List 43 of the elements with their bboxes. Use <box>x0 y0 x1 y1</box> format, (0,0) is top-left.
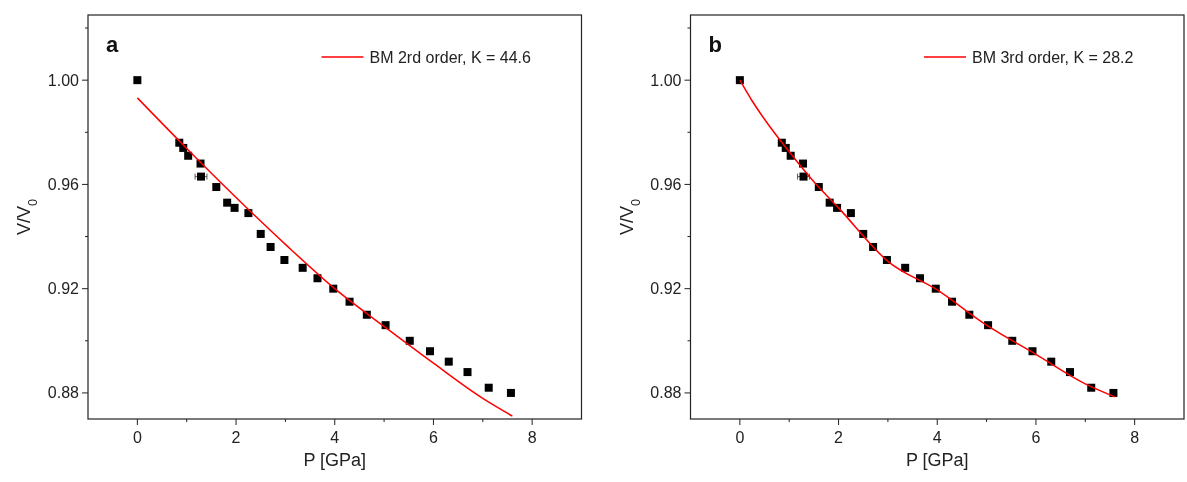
legend-label: BM 3rd order, K = 28.2 <box>972 49 1134 66</box>
point <box>223 198 232 207</box>
point <box>298 263 307 272</box>
x-tick-label: 0 <box>735 429 745 446</box>
x-axis-title: P [GPa] <box>905 450 969 470</box>
point <box>212 183 221 192</box>
legend-label: BM 2rd order, K = 44.6 <box>369 49 532 66</box>
point <box>280 256 289 265</box>
x-tick-label: 6 <box>1031 429 1041 446</box>
point <box>256 229 265 238</box>
point <box>846 209 855 218</box>
point <box>197 172 206 181</box>
point <box>405 336 414 345</box>
point <box>444 357 453 366</box>
x-axis-title: P [GPa] <box>303 450 367 470</box>
y-tick-label: 0.96 <box>47 175 80 193</box>
text: a <box>106 32 119 57</box>
text: b <box>708 32 722 57</box>
x-tick-label: 4 <box>932 429 942 446</box>
point <box>901 263 910 272</box>
y-tick-label: 0.88 <box>47 384 80 402</box>
y-tick-label: 1.00 <box>47 71 80 89</box>
point <box>266 242 275 251</box>
y-tick-label: 0.96 <box>650 175 682 193</box>
point <box>230 203 239 212</box>
x-tick-label: 8 <box>1130 429 1140 446</box>
y-tick-label: 1.00 <box>650 71 682 89</box>
point <box>184 151 193 160</box>
y-tick-label: 0.92 <box>47 280 80 298</box>
x-tick-label: 8 <box>527 429 537 446</box>
point <box>484 383 493 392</box>
y-tick-label: 0.88 <box>650 384 682 402</box>
x-tick-label: 4 <box>330 429 340 446</box>
x-tick-label: 6 <box>429 429 438 446</box>
x-tick-label: 0 <box>132 429 142 446</box>
x-tick-label: 2 <box>231 429 241 446</box>
x-tick-label: 2 <box>834 429 844 446</box>
y-tick-label: 0.92 <box>650 280 682 298</box>
point <box>426 347 434 356</box>
line-series <box>136 97 514 417</box>
point <box>463 368 472 377</box>
point <box>506 388 515 397</box>
point <box>133 76 142 85</box>
